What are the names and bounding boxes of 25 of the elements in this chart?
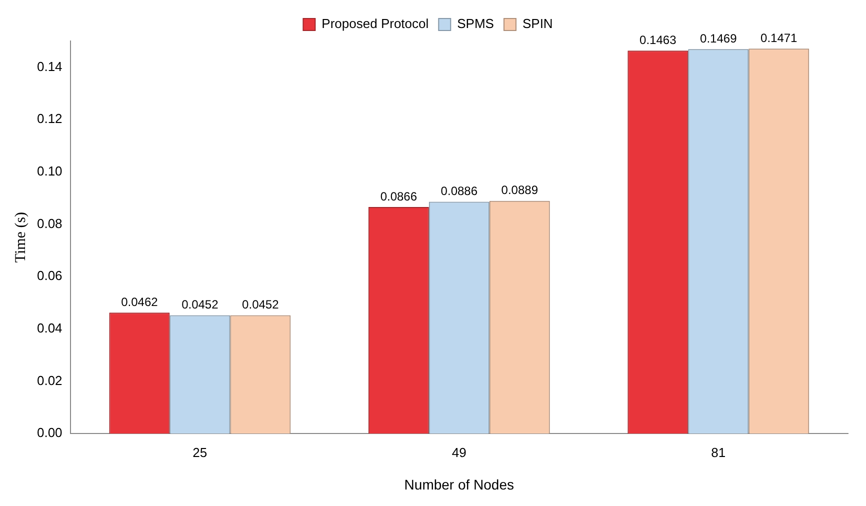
data-label: 0.0462: [121, 294, 158, 309]
legend-label: Proposed Protocol: [322, 16, 429, 32]
y-tick-label: 0.08: [36, 216, 62, 231]
y-tick-label: 0.04: [36, 320, 62, 336]
data-label: 0.0452: [242, 298, 280, 312]
y-tick-label: 0.12: [36, 111, 62, 126]
data-label: 0.1469: [700, 31, 738, 46]
data-label: 0.0889: [501, 183, 538, 198]
legend-label: SPIN: [522, 16, 553, 32]
data-label: 0.0452: [182, 298, 219, 312]
y-tick-label: 0.10: [36, 163, 62, 178]
x-axis-title: Number of Nodes: [404, 476, 514, 492]
x-tick-label: 49: [452, 444, 466, 460]
data-label: 0.0886: [440, 184, 478, 198]
y-tick-label: 0.02: [36, 372, 62, 388]
y-tick-label: 0.06: [36, 268, 62, 284]
x-tick-label: 25: [192, 444, 208, 460]
y-tick-label: 0.14: [36, 58, 62, 74]
x-tick-label: 81: [711, 444, 726, 460]
y-tick-label: 0.00: [36, 425, 62, 440]
data-label: 0.1471: [760, 30, 798, 45]
data-label: 0.0866: [380, 189, 418, 204]
y-axis-title: Time (s): [12, 212, 29, 263]
legend-label: SPMS: [457, 16, 494, 32]
data-label: 0.1463: [640, 32, 677, 47]
